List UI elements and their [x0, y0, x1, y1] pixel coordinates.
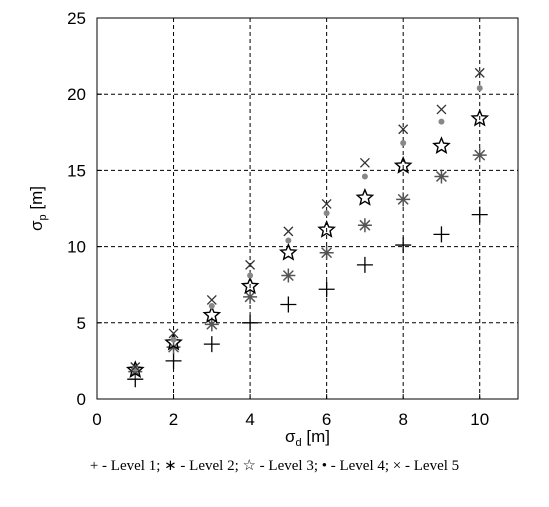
level-3-point — [202, 305, 222, 324]
level-4-point — [438, 118, 445, 125]
level-4-point — [361, 173, 368, 180]
level-1-point — [395, 237, 412, 254]
x-tick-label: 4 — [245, 410, 254, 429]
level-2-point — [357, 218, 372, 233]
x-axis-label: σd [m] — [285, 427, 330, 449]
level-4-point — [247, 272, 254, 279]
level-1-point — [203, 336, 220, 353]
level-2-point — [434, 169, 449, 184]
level-1-point — [318, 281, 335, 298]
level-5-point — [474, 67, 485, 78]
data-points — [125, 67, 490, 388]
y-tick-label: 20 — [67, 85, 86, 104]
scatter-chart: 0 2 4 6 8 10 0 5 10 15 20 25 σd [m] σp [m] — [27, 9, 519, 449]
level-4-point — [285, 237, 292, 244]
level-3-point — [470, 108, 490, 127]
y-tick-label: 15 — [67, 161, 86, 180]
level-3-point — [317, 220, 336, 238]
level-5-point — [359, 157, 370, 168]
level-3-point — [240, 276, 260, 295]
level-5-point — [245, 259, 256, 270]
level-4-point — [170, 336, 177, 343]
level-3-point — [279, 242, 298, 261]
level-1-point — [433, 226, 450, 243]
y-tick-label: 0 — [77, 390, 86, 409]
level-3-point — [125, 360, 145, 378]
level-1-point — [165, 352, 182, 369]
x-tick-label: 0 — [92, 410, 101, 429]
level-2-point — [281, 268, 296, 283]
level-4-point — [208, 303, 215, 310]
level-3-point — [432, 136, 451, 154]
level-3-point — [393, 156, 413, 174]
level-5-point — [130, 362, 141, 372]
level-1-point — [242, 314, 259, 331]
level-1-point — [280, 296, 297, 313]
level-5-point — [436, 104, 447, 115]
level-2-point — [243, 289, 258, 304]
y-tick-label: 10 — [67, 238, 86, 257]
level-3-point — [164, 332, 183, 351]
level-2-point — [128, 364, 143, 379]
x-tick-label: 6 — [322, 410, 331, 429]
level-4-point — [132, 365, 139, 372]
level-1-point — [356, 256, 373, 273]
y-axis-label: σp [m] — [27, 186, 49, 231]
level-5-point — [283, 226, 294, 237]
level-2-point — [396, 192, 411, 207]
y-tick-label: 25 — [67, 9, 86, 28]
level-3-point — [355, 188, 375, 206]
level-5-point — [168, 328, 179, 339]
level-2-point — [166, 340, 181, 355]
level-2-point — [319, 245, 334, 260]
level-2-point — [204, 317, 219, 332]
level-5-point — [398, 124, 409, 135]
level-4-point — [323, 210, 330, 217]
grid — [96, 17, 518, 400]
tick-labels: 0 2 4 6 8 10 0 5 10 15 20 25 — [67, 9, 489, 429]
level-5-point — [206, 294, 217, 305]
level-1-point — [471, 206, 488, 223]
level-4-point — [476, 85, 483, 92]
level-5-point — [321, 198, 332, 209]
x-tick-label: 2 — [169, 410, 178, 429]
y-tick-label: 5 — [77, 314, 86, 333]
plot-frame — [96, 17, 519, 400]
legend-caption: + - Level 1; ∗ - Level 2; ☆ - Level 3; •… — [89, 458, 460, 474]
level-2-point — [472, 148, 487, 163]
x-tick-label: 8 — [398, 410, 407, 429]
x-tick-label: 10 — [470, 410, 489, 429]
level-4-point — [400, 139, 407, 146]
